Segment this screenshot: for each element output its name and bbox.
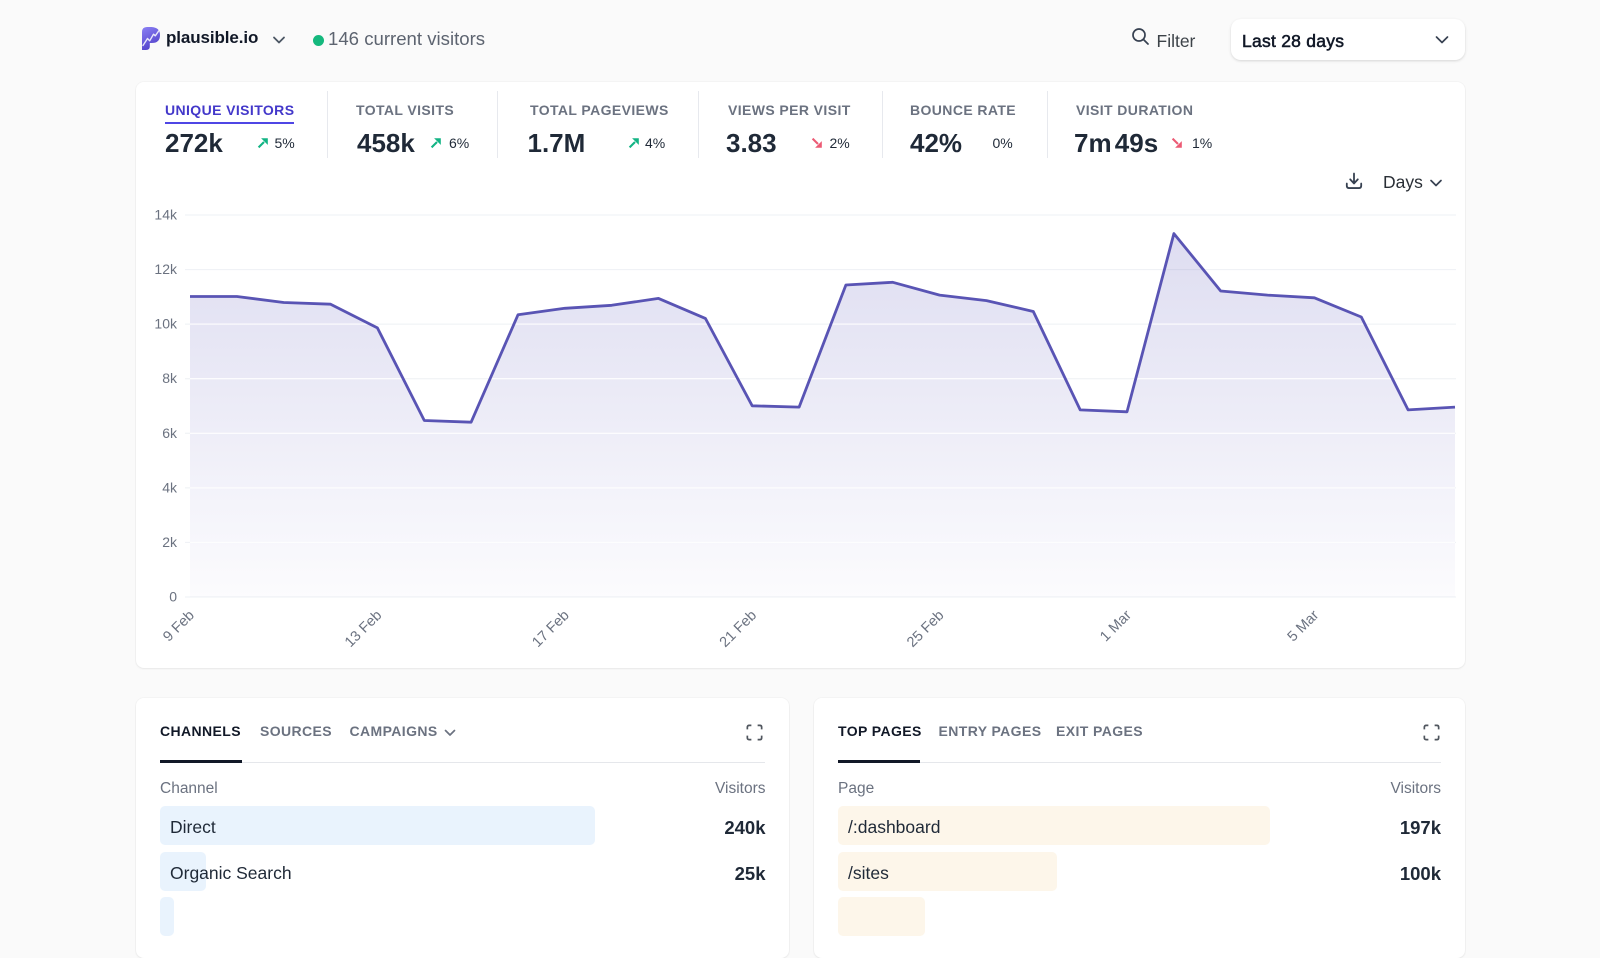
- svg-text:2k: 2k: [162, 534, 178, 550]
- svg-text:1 Mar: 1 Mar: [1097, 607, 1135, 645]
- svg-text:12k: 12k: [154, 261, 178, 277]
- svg-text:8k: 8k: [162, 370, 178, 386]
- svg-text:6k: 6k: [162, 425, 178, 441]
- svg-text:4k: 4k: [162, 479, 178, 495]
- svg-text:14k: 14k: [154, 207, 178, 223]
- svg-text:17 Feb: 17 Feb: [529, 608, 572, 651]
- svg-text:25 Feb: 25 Feb: [904, 608, 947, 651]
- svg-text:5 Mar: 5 Mar: [1285, 607, 1323, 645]
- svg-text:13 Feb: 13 Feb: [342, 608, 385, 651]
- svg-text:9 Feb: 9 Feb: [160, 608, 198, 646]
- svg-text:10k: 10k: [154, 316, 178, 332]
- svg-text:21 Feb: 21 Feb: [717, 608, 760, 651]
- svg-text:0: 0: [169, 589, 177, 605]
